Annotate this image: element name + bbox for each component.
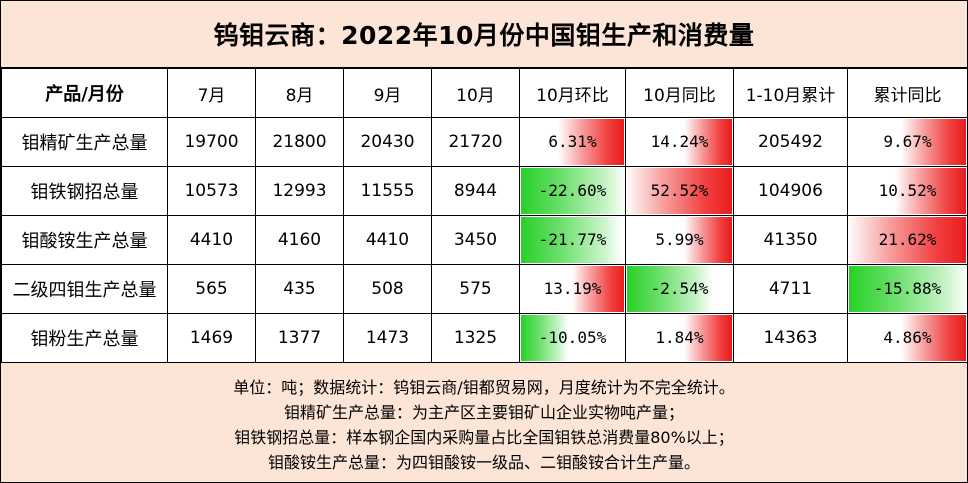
cell-yoy-bar: 14.24% bbox=[625, 117, 734, 167]
data-bar-negative bbox=[521, 168, 625, 214]
cell-cumyoy: 10.52% bbox=[878, 181, 937, 200]
cell-mom: -10.05% bbox=[538, 328, 607, 347]
cell-oct: 3450 bbox=[431, 215, 520, 265]
cell-cum: 41350 bbox=[733, 215, 848, 265]
cell-cumyoy-bar: -15.88% bbox=[847, 264, 968, 314]
table-row: 钼铁钢招总量 10573 12993 11555 8944 -22.60% 52.52% 10… bbox=[1, 166, 968, 216]
cell-name: 钼粉生产总量 bbox=[1, 313, 168, 363]
data-table: 产品/月份 7月 8月 9月 10月 10月环比 10月同比 1-10月累计 累… bbox=[1, 68, 968, 363]
data-bar-positive bbox=[848, 217, 966, 263]
header-jul: 7月 bbox=[167, 68, 256, 118]
cell-mom: -21.77% bbox=[538, 230, 607, 249]
cell-sep: 4410 bbox=[343, 215, 432, 265]
note-line: 钼酸铵生产总量：为四钼酸铵一级品、二钼酸铵合计生产量。 bbox=[267, 453, 700, 472]
cell-cumyoy-bar: 9.67% bbox=[847, 117, 968, 167]
cell-mom-bar: 6.31% bbox=[519, 117, 626, 167]
cell-cum: 14363 bbox=[733, 313, 848, 363]
table-row: 钼酸铵生产总量 4410 4160 4410 3450 -21.77% 5.99% 41350… bbox=[1, 215, 968, 265]
cell-cum: 205492 bbox=[733, 117, 848, 167]
cell-aug: 1377 bbox=[255, 313, 344, 363]
cell-aug: 435 bbox=[255, 264, 344, 314]
data-bar-positive bbox=[626, 168, 732, 214]
table-row: 钼精矿生产总量 19700 21800 20430 21720 6.31% 14.24% 20… bbox=[1, 117, 968, 167]
cell-yoy: -2.54% bbox=[650, 279, 709, 298]
cell-jul: 19700 bbox=[167, 117, 256, 167]
cell-jul: 4410 bbox=[167, 215, 256, 265]
cell-yoy: 1.84% bbox=[655, 328, 704, 347]
cell-name: 钼精矿生产总量 bbox=[1, 117, 168, 167]
data-bar-negative bbox=[849, 266, 967, 312]
cell-jul: 1469 bbox=[167, 313, 256, 363]
note-line: 钼铁钢招总量：样本钢企国内采购量占比全国钼铁总消费量80%以上； bbox=[234, 428, 734, 447]
table-row: 二级四钼生产总量 565 435 508 575 13.19% -2.54% 4711 -15.… bbox=[1, 264, 968, 314]
header-sep: 9月 bbox=[343, 68, 432, 118]
cell-cumyoy: 21.62% bbox=[878, 230, 937, 249]
cell-mom-bar: -10.05% bbox=[519, 313, 626, 363]
cell-cumyoy-bar: 4.86% bbox=[847, 313, 968, 363]
cell-cum: 4711 bbox=[733, 264, 848, 314]
data-bar-positive bbox=[683, 315, 732, 361]
cell-name: 钼酸铵生产总量 bbox=[1, 215, 168, 265]
header-cumyoy: 累计同比 bbox=[847, 68, 968, 118]
cell-name: 二级四钼生产总量 bbox=[1, 264, 168, 314]
cell-cumyoy: -15.88% bbox=[873, 279, 942, 298]
cell-oct: 575 bbox=[431, 264, 520, 314]
notes: 单位：吨；数据统计：钨钼云商/钼都贸易网，月度统计为不完全统计。 钼精矿生产总量… bbox=[1, 368, 967, 482]
header-product: 产品/月份 bbox=[1, 68, 168, 118]
cell-yoy-bar: 1.84% bbox=[625, 313, 734, 363]
data-bar-positive bbox=[557, 119, 624, 165]
cell-cumyoy: 9.67% bbox=[883, 132, 932, 151]
note-line: 钼精矿生产总量：为主产区主要钼矿山企业实物吨产量； bbox=[283, 403, 684, 422]
cell-mom: -22.60% bbox=[538, 181, 607, 200]
header-yoy: 10月同比 bbox=[625, 68, 734, 118]
data-bar-positive bbox=[683, 217, 732, 263]
header-cum: 1-10月累计 bbox=[733, 68, 848, 118]
cell-yoy-bar: -2.54% bbox=[625, 264, 734, 314]
cell-yoy: 14.24% bbox=[650, 132, 709, 151]
cell-sep: 20430 bbox=[343, 117, 432, 167]
cell-cum: 104906 bbox=[733, 166, 848, 216]
cell-cumyoy: 4.86% bbox=[883, 328, 932, 347]
cell-name: 钼铁钢招总量 bbox=[1, 166, 168, 216]
cell-sep: 1473 bbox=[343, 313, 432, 363]
cell-jul: 10573 bbox=[167, 166, 256, 216]
cell-yoy: 5.99% bbox=[655, 230, 704, 249]
cell-yoy-bar: 52.52% bbox=[625, 166, 734, 216]
cell-yoy: 52.52% bbox=[650, 181, 709, 200]
data-bar-negative bbox=[627, 266, 713, 312]
cell-mom-bar: 13.19% bbox=[519, 264, 626, 314]
cell-oct: 8944 bbox=[431, 166, 520, 216]
cell-aug: 4160 bbox=[255, 215, 344, 265]
table-row: 钼粉生产总量 1469 1377 1473 1325 -10.05% 1.84% 14363 4… bbox=[1, 313, 968, 363]
data-bar-positive bbox=[894, 168, 966, 214]
cell-oct: 21720 bbox=[431, 117, 520, 167]
cell-mom: 6.31% bbox=[548, 132, 597, 151]
cell-sep: 11555 bbox=[343, 166, 432, 216]
header-row: 产品/月份 7月 8月 9月 10月 10月环比 10月同比 1-10月累计 累… bbox=[1, 68, 968, 118]
cell-sep: 508 bbox=[343, 264, 432, 314]
cell-mom-bar: -21.77% bbox=[519, 215, 626, 265]
cell-yoy-bar: 5.99% bbox=[625, 215, 734, 265]
cell-mom-bar: -22.60% bbox=[519, 166, 626, 216]
header-aug: 8月 bbox=[255, 68, 344, 118]
cell-jul: 565 bbox=[167, 264, 256, 314]
data-bar-positive bbox=[900, 119, 966, 165]
cell-aug: 21800 bbox=[255, 117, 344, 167]
header-oct: 10月 bbox=[431, 68, 520, 118]
data-bar-positive bbox=[683, 119, 732, 165]
cell-oct: 1325 bbox=[431, 313, 520, 363]
cell-mom: 13.19% bbox=[543, 279, 602, 298]
page-title: 钨钼云商：2022年10月份中国钼生产和消费量 bbox=[1, 1, 967, 68]
data-bar-negative bbox=[521, 217, 622, 263]
data-bar-positive bbox=[900, 315, 966, 361]
data-bar-negative bbox=[521, 315, 569, 361]
cell-aug: 12993 bbox=[255, 166, 344, 216]
header-mom: 10月环比 bbox=[519, 68, 626, 118]
cell-cumyoy-bar: 10.52% bbox=[847, 166, 968, 216]
data-bar-positive bbox=[571, 266, 624, 312]
note-line: 单位：吨；数据统计：钨钼云商/钼都贸易网，月度统计为不完全统计。 bbox=[233, 378, 735, 397]
cell-cumyoy-bar: 21.62% bbox=[847, 215, 968, 265]
